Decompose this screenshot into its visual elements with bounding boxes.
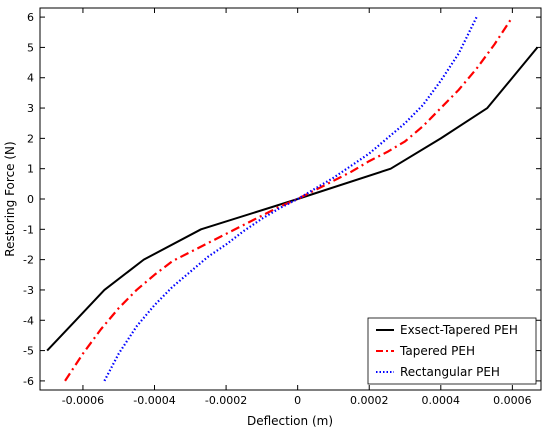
y-tick-label: 3 [27, 102, 34, 115]
y-tick-label: -1 [23, 223, 34, 236]
y-tick-label: -4 [23, 314, 34, 327]
y-tick-label: 6 [27, 11, 34, 24]
legend-box [367, 317, 537, 385]
y-tick-label: 4 [27, 72, 34, 85]
x-tick-label: 0.0006 [493, 394, 532, 407]
legend-label-exsect-tapered: Exsect-Tapered PEH [400, 323, 518, 337]
x-tick-label: -0.0002 [205, 394, 247, 407]
x-tick-label: 0.0002 [350, 394, 389, 407]
y-tick-label: 0 [27, 193, 34, 206]
y-tick-label: -6 [23, 375, 34, 388]
legend-label-tapered: Tapered PEH [399, 344, 475, 358]
y-tick-label: 5 [27, 41, 34, 54]
y-axis-title: Restoring Force (N) [3, 141, 17, 256]
series-layer [46, 16, 539, 382]
y-tick-label: -5 [23, 345, 34, 358]
y-tick-label: -3 [23, 284, 34, 297]
x-tick-label: -0.0006 [62, 394, 104, 407]
series-line-rectangular-peh [103, 16, 478, 382]
x-axis-title: Deflection (m) [247, 414, 333, 428]
x-tick-label: 0 [294, 394, 301, 407]
x-ticks: -0.0006 -0.0004 -0.0002 0 0.0002 0.0004 0.0006 [62, 8, 532, 407]
y-tick-label: 2 [27, 132, 34, 145]
y-tick-label: 1 [27, 163, 34, 176]
y-ticks: -6 -5 -4 -3 -2 -1 0 1 2 3 4 5 6 [23, 11, 541, 388]
legend: Exsect-Tapered PEH Tapered PEH Rectangul… [367, 317, 537, 385]
series-line-tapered-peh [64, 16, 514, 382]
x-tick-label: 0.0004 [422, 394, 461, 407]
y-tick-label: -2 [23, 254, 34, 267]
x-tick-label: -0.0004 [133, 394, 175, 407]
legend-label-rectangular: Rectangular PEH [400, 365, 500, 379]
